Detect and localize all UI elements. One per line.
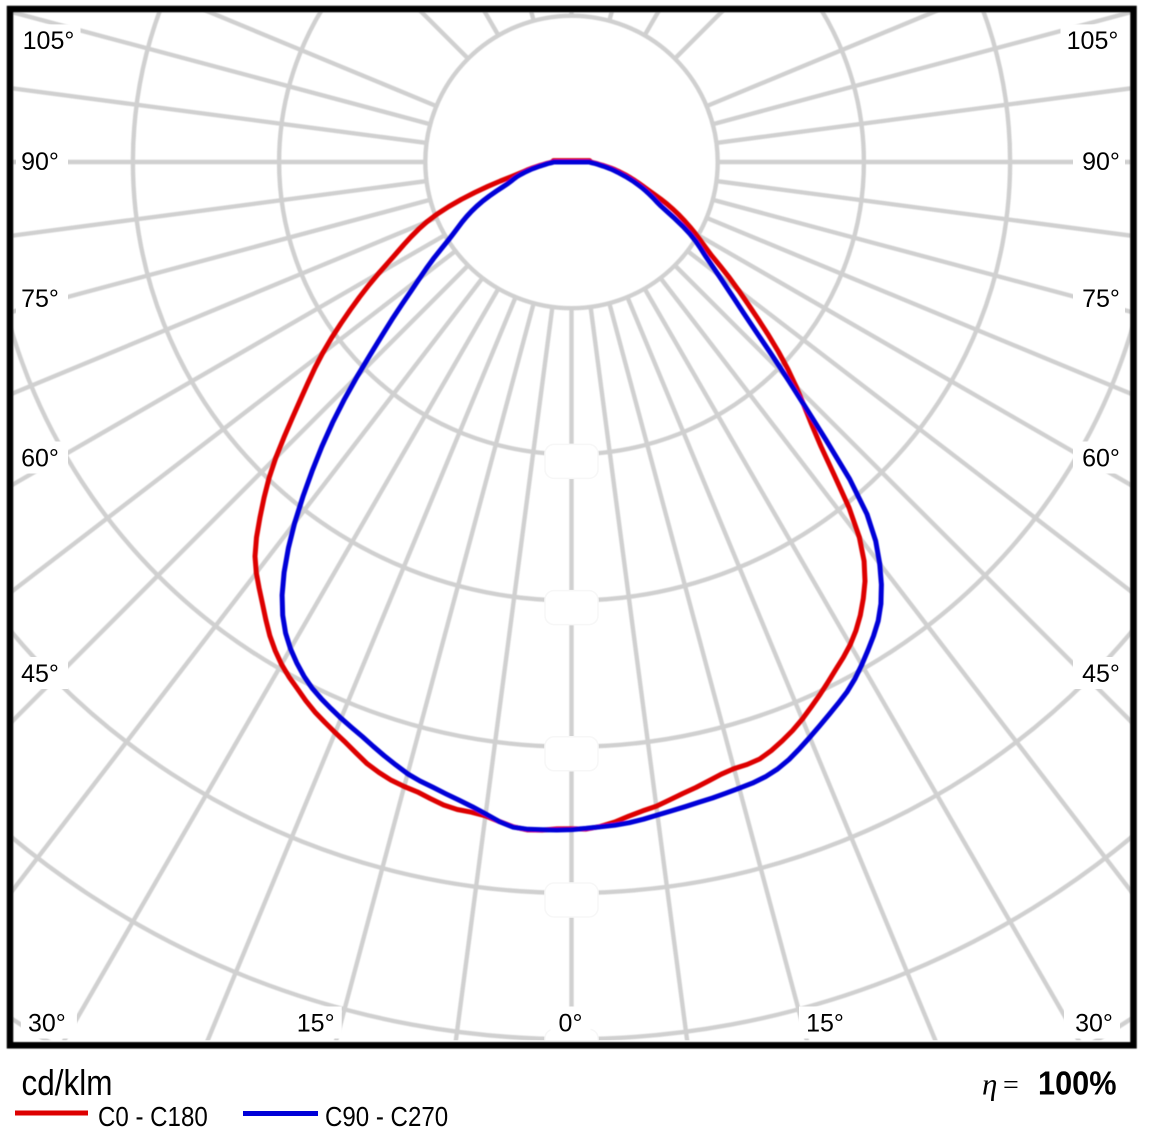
svg-text:C0 - C180: C0 - C180 (98, 1100, 208, 1132)
svg-text:15°: 15° (806, 1009, 844, 1037)
svg-text:60°: 60° (21, 444, 59, 472)
svg-text:75°: 75° (1082, 285, 1120, 313)
svg-text:75°: 75° (21, 285, 59, 313)
svg-text:100%: 100% (1038, 1064, 1116, 1101)
svg-text:90°: 90° (21, 148, 59, 176)
svg-text:45°: 45° (1082, 660, 1120, 688)
svg-text:C90 - C270: C90 - C270 (325, 1100, 448, 1132)
svg-text:105°: 105° (1067, 27, 1119, 55)
svg-text:η: η (982, 1067, 997, 1102)
svg-text:=: = (1003, 1070, 1019, 1101)
svg-text:30°: 30° (28, 1009, 66, 1037)
svg-text:60°: 60° (1082, 444, 1120, 472)
svg-text:0°: 0° (559, 1009, 583, 1037)
svg-text:cd/klm: cd/klm (22, 1063, 113, 1103)
svg-text:90°: 90° (1082, 148, 1120, 176)
svg-text:45°: 45° (21, 660, 59, 688)
svg-text:15°: 15° (297, 1009, 335, 1037)
svg-text:30°: 30° (1075, 1009, 1113, 1037)
svg-text:105°: 105° (23, 27, 75, 55)
